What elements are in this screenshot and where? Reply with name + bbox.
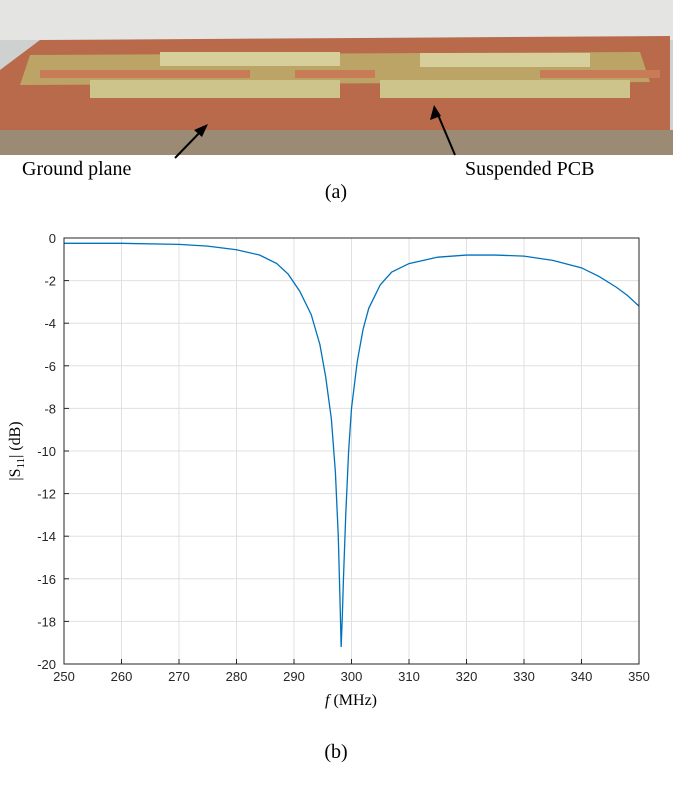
y-tick-label: -4 <box>44 316 56 331</box>
photo <box>0 0 673 159</box>
photo-label: Ground plane <box>22 158 132 180</box>
y-tick-label: -18 <box>37 614 56 629</box>
axes-box <box>63 237 640 665</box>
y-tick-label: -10 <box>37 444 56 459</box>
x-axis-label-unit: (MHz) <box>333 692 377 709</box>
caption: (a) <box>325 181 347 203</box>
x-tick-label: 260 <box>111 669 133 684</box>
y-tick-label: -12 <box>37 487 56 502</box>
y-axis-label-part: | (dB) <box>7 421 24 458</box>
x-tick-label: 320 <box>456 669 478 684</box>
y-axis-label-part: |S <box>7 469 24 481</box>
x-tick-label: 300 <box>341 669 363 684</box>
y-tick-label: -16 <box>37 572 56 587</box>
x-axis-label: f (MHz) <box>325 692 377 709</box>
x-axis-label-var: f <box>325 692 332 709</box>
x-tick-label: 270 <box>168 669 190 684</box>
data-line <box>64 242 640 647</box>
y-tick-label: -2 <box>44 274 56 289</box>
y-tick-label: -6 <box>44 359 56 374</box>
y-tick-label: -14 <box>37 529 56 544</box>
y-tick-label: -8 <box>44 401 56 416</box>
x-tick-label: 280 <box>226 669 248 684</box>
caption: (b) <box>324 741 347 763</box>
y-axis-label-sub: 11 <box>15 458 27 469</box>
x-tick-label: 310 <box>398 669 420 684</box>
x-tick-label: 290 <box>283 669 305 684</box>
y-axis-label: |S11| (dB) <box>7 421 27 480</box>
x-tick-label: 340 <box>571 669 593 684</box>
x-tick-label: 250 <box>53 669 75 684</box>
plot: 250 260 270 280 290 300 310 320 330 340 350-20-18-… <box>37 231 650 684</box>
x-tick-label: 330 <box>513 669 535 684</box>
y-tick-label: -20 <box>37 657 56 672</box>
photo-label: Suspended PCB <box>465 158 594 180</box>
x-tick-label: 350 <box>628 669 650 684</box>
y-tick-label: 0 <box>49 231 56 246</box>
